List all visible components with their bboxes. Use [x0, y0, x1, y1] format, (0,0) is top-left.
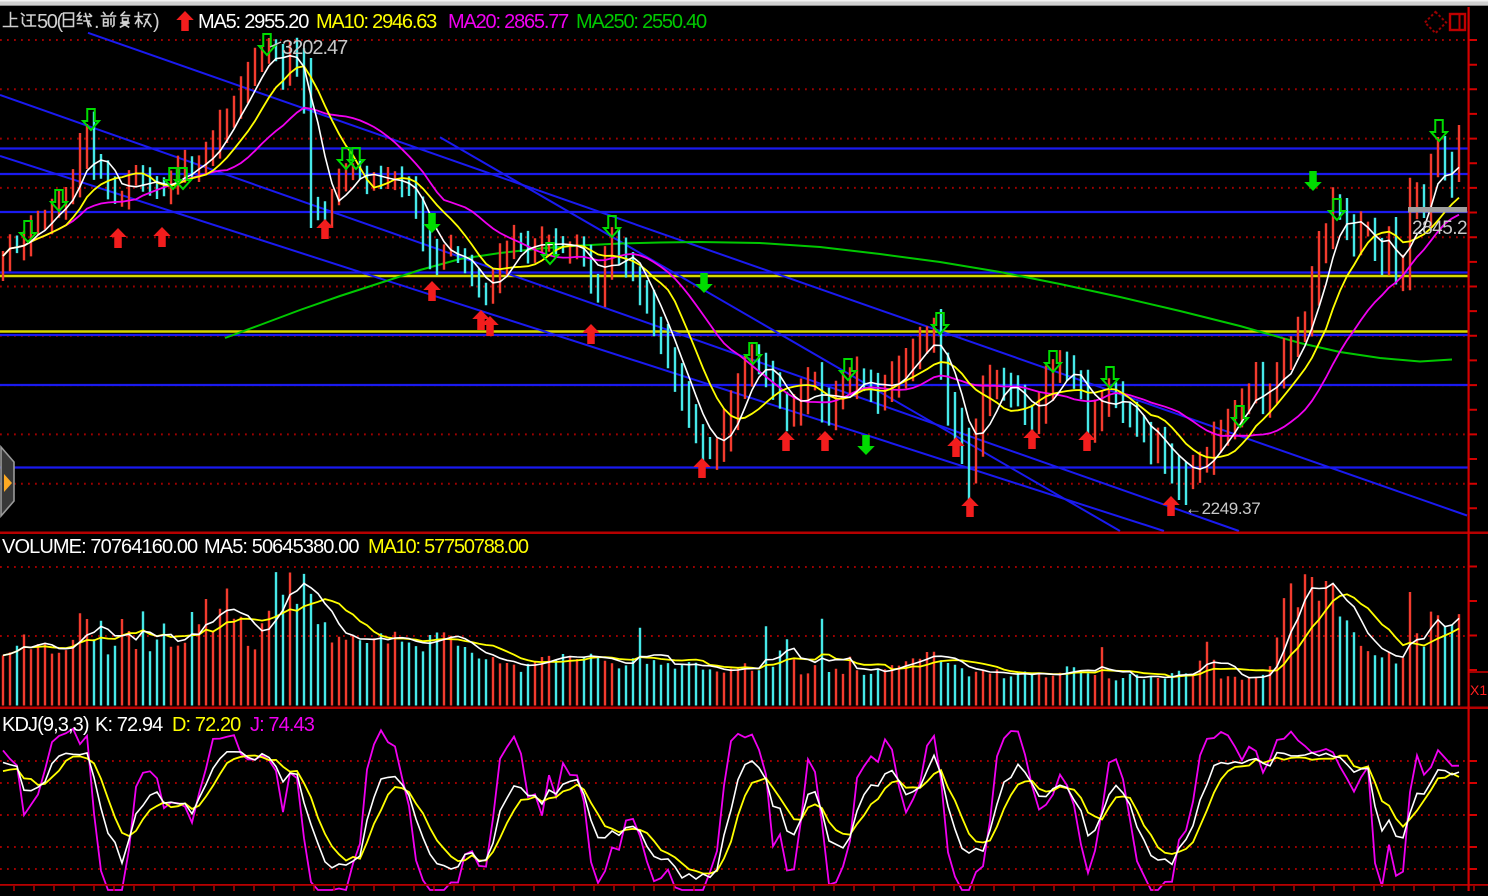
svg-text:KDJ(9,3,3): KDJ(9,3,3)	[2, 714, 89, 736]
svg-text:MA5: 50645380.00: MA5: 50645380.00	[204, 536, 359, 558]
svg-text:3202.47: 3202.47	[282, 37, 348, 59]
svg-text:D: 72.20: D: 72.20	[172, 714, 241, 736]
svg-text:VOLUME: 70764160.00: VOLUME: 70764160.00	[2, 536, 198, 558]
svg-text:.: .	[94, 11, 100, 33]
svg-text:2845.2: 2845.2	[1412, 218, 1467, 239]
svg-text:50(: 50(	[37, 11, 63, 33]
svg-text:MA10: 57750788.00: MA10: 57750788.00	[368, 536, 529, 558]
svg-text:X1: X1	[1470, 682, 1487, 698]
svg-text:MA250: 2550.40: MA250: 2550.40	[576, 11, 707, 33]
svg-text:J: 74.43: J: 74.43	[250, 714, 315, 736]
svg-text:←2249.37: ←2249.37	[1185, 499, 1260, 518]
svg-text:): )	[153, 11, 160, 33]
svg-text:MA10: 2946.63: MA10: 2946.63	[316, 11, 437, 33]
svg-text:MA5: 2955.20: MA5: 2955.20	[198, 11, 309, 33]
svg-text:MA20: 2865.77: MA20: 2865.77	[448, 11, 569, 33]
svg-text:K: 72.94: K: 72.94	[95, 714, 163, 736]
